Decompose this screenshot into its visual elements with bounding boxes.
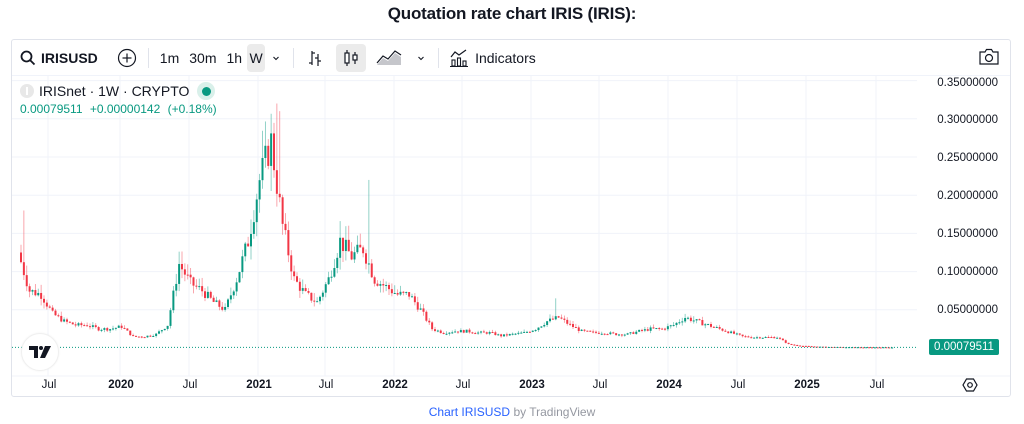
page-title: Quotation rate chart IRIS (IRIS): bbox=[387, 4, 637, 23]
legend-change-pct: (+0.18%) bbox=[167, 102, 217, 116]
toolbar-divider bbox=[438, 47, 440, 68]
time-axis-label: 2024 bbox=[656, 379, 682, 391]
time-axis-label: Jul bbox=[41, 379, 57, 391]
time-axis-label: Jul bbox=[318, 379, 334, 391]
last-price-tag: 0.00079511 bbox=[929, 339, 999, 355]
chart-style-dropdown-button[interactable] bbox=[410, 44, 432, 72]
price-chart[interactable] bbox=[12, 76, 1010, 396]
symbol-logo-icon bbox=[20, 84, 34, 98]
chart-legend: IRISnet · 1W · CRYPTO 0.00079511 +0.0000… bbox=[20, 82, 221, 116]
price-axis-label: 0.05000000 bbox=[937, 304, 998, 316]
area-style-button[interactable] bbox=[372, 44, 406, 72]
add-symbol-icon bbox=[117, 48, 136, 67]
time-axis-label: 2022 bbox=[382, 379, 408, 391]
chart-toolbar: IRISUSD 1m 30m 1h W Indicators bbox=[12, 40, 1010, 76]
indicators-icon bbox=[450, 49, 469, 67]
indicators-button[interactable]: Indicators bbox=[445, 44, 540, 72]
interval-1h-button[interactable]: 1h bbox=[226, 49, 243, 66]
tradingview-widget: IRISUSD 1m 30m 1h W Indicators bbox=[11, 39, 1011, 397]
chart-link[interactable]: Chart IRISUSD bbox=[428, 405, 511, 419]
interval-dropdown-button[interactable] bbox=[265, 44, 287, 72]
screenshot-button[interactable] bbox=[978, 47, 1000, 72]
time-axis-label: 2025 bbox=[794, 379, 820, 391]
legend-last-price: 0.00079511 bbox=[20, 102, 83, 116]
attribution-text: by TradingView bbox=[513, 405, 596, 419]
tradingview-logo-icon bbox=[29, 346, 51, 358]
symbol-search-button[interactable]: IRISUSD bbox=[12, 44, 104, 72]
area-chart-icon bbox=[376, 49, 402, 65]
attribution-footer: Chart IRISUSD by TradingView bbox=[0, 405, 1024, 419]
interval-1m-button[interactable]: 1m bbox=[159, 49, 180, 66]
chevron-down-icon bbox=[273, 56, 279, 60]
price-axis-label: 0.10000000 bbox=[937, 266, 998, 278]
candles-style-button[interactable] bbox=[336, 43, 367, 72]
chart-settings-button[interactable] bbox=[962, 377, 978, 398]
bars-style-button[interactable] bbox=[300, 44, 330, 72]
price-axis-label: 0.15000000 bbox=[937, 228, 998, 240]
legend-change: +0.00000142 bbox=[89, 102, 161, 116]
time-axis-label: 2023 bbox=[519, 379, 545, 391]
toolbar-divider bbox=[293, 47, 295, 68]
tradingview-logo[interactable] bbox=[21, 333, 59, 371]
time-axis-label: Jul bbox=[730, 379, 746, 391]
interval-w-button[interactable]: W bbox=[247, 43, 266, 72]
search-icon bbox=[20, 50, 36, 65]
legend-title: IRISnet · 1W · CRYPTO bbox=[39, 83, 190, 99]
bar-chart-icon bbox=[309, 50, 322, 66]
price-axis-label: 0.30000000 bbox=[937, 114, 998, 126]
compare-symbol-button[interactable] bbox=[112, 44, 142, 72]
time-axis-label: Jul bbox=[182, 379, 198, 391]
time-axis-label: Jul bbox=[869, 379, 885, 391]
settings-icon bbox=[962, 378, 978, 392]
time-axis-label: Jul bbox=[455, 379, 471, 391]
time-axis-label: 2020 bbox=[108, 379, 134, 391]
candles-icon bbox=[344, 49, 358, 66]
indicators-label: Indicators bbox=[475, 49, 536, 66]
camera-icon bbox=[979, 48, 999, 65]
time-axis-label: Jul bbox=[592, 379, 608, 391]
chevron-down-icon bbox=[418, 56, 424, 60]
symbol-label: IRISUSD bbox=[41, 49, 98, 66]
time-axis-label: 2021 bbox=[246, 379, 272, 391]
interval-30m-button[interactable]: 30m bbox=[189, 49, 217, 66]
price-axis-label: 0.35000000 bbox=[937, 77, 998, 89]
toolbar-divider bbox=[147, 47, 149, 68]
market-status-icon[interactable] bbox=[197, 82, 216, 100]
price-axis-label: 0.20000000 bbox=[937, 190, 998, 202]
price-axis-label: 0.25000000 bbox=[937, 152, 998, 164]
